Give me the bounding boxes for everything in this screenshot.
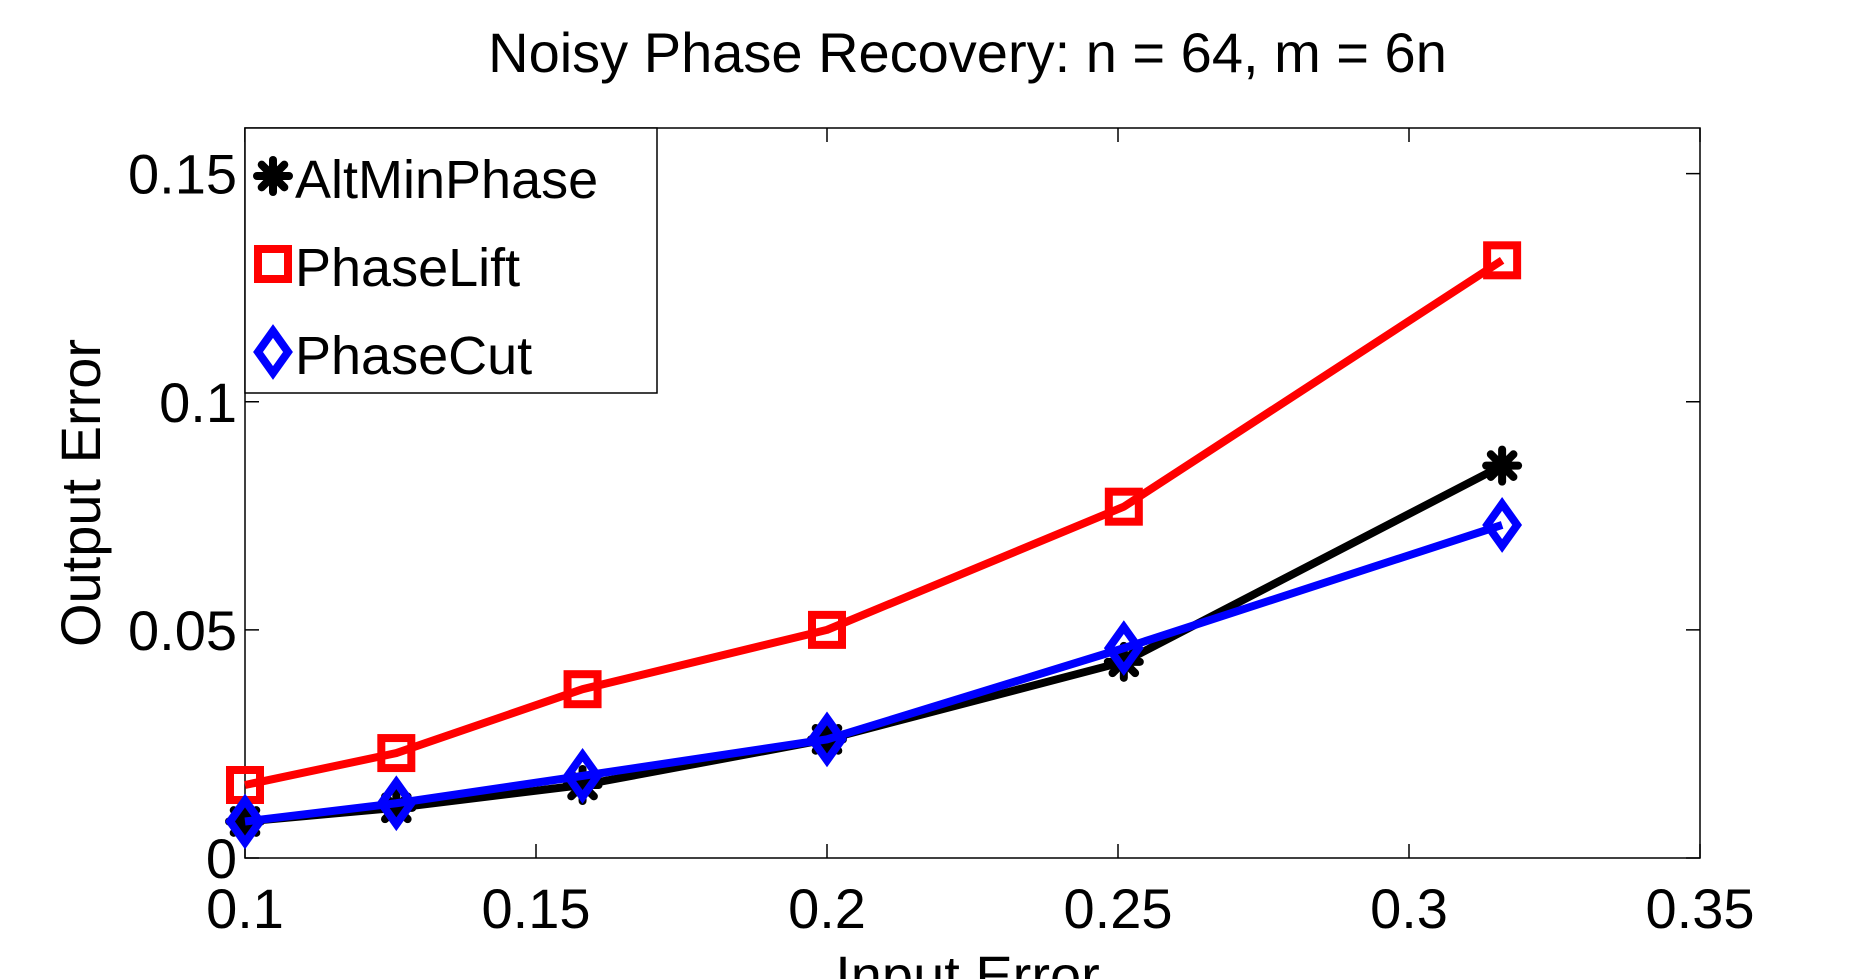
diamond-marker: [562, 747, 603, 804]
diamond-marker: [225, 793, 265, 850]
y-axis-title: Output Error: [49, 339, 112, 647]
x-tick-label: 0.25: [1064, 877, 1173, 940]
chart-title: Noisy Phase Recovery: n = 64, m = 6n: [488, 21, 1447, 84]
data-point-phasecut: [376, 775, 417, 832]
legend-label-phaselift: PhaseLift: [295, 238, 520, 298]
y-tick-label: 0.05: [128, 599, 237, 662]
axes-box: [244, 127, 1701, 859]
data-point-phaselift: [377, 734, 416, 773]
data-point-phasecut: [1482, 497, 1523, 553]
square-marker: [254, 245, 292, 283]
legend-box: [244, 127, 658, 394]
x-tick-label: 0.35: [1646, 877, 1755, 940]
series-line-phasecut: [244, 521, 1504, 826]
legend-label-altminphase: AltMinPhase: [295, 150, 598, 210]
diamond-marker: [1482, 497, 1523, 553]
data-point-phasecut: [1103, 620, 1144, 677]
x-axis-title: Input Error: [835, 944, 1100, 979]
data-point-phaselift: [1483, 241, 1522, 280]
square-marker: [563, 670, 602, 709]
data-point-altminphase: [1482, 445, 1523, 486]
diamond-marker: [1103, 620, 1144, 677]
square-marker: [808, 610, 846, 649]
x-tick-label: 0.2: [788, 877, 866, 940]
diamond-marker: [376, 775, 417, 832]
x-tick-label: 0.3: [1370, 877, 1448, 940]
data-point-phasecut: [562, 747, 603, 804]
data-point-phaselift: [808, 610, 846, 649]
plot-area: 0.1 0.15 0.2 0.25 0.3 0.35 0 0.05 0.1 0.15: [128, 127, 1755, 940]
square-marker: [1104, 487, 1143, 526]
square-marker: [1483, 241, 1522, 280]
data-point-phasecut: [807, 711, 847, 768]
data-point-phaselift: [1104, 487, 1143, 526]
asterisk-stroke: [257, 160, 289, 192]
legend: AltMinPhase PhaseLift PhaseCut: [244, 127, 658, 394]
legend-label-phasecut: PhaseCut: [295, 326, 532, 386]
diamond-marker: [253, 324, 293, 380]
legend-marker-altminphase: [253, 156, 293, 196]
y-tick-label: 0.15: [128, 143, 237, 206]
diamond-marker: [807, 711, 847, 768]
x-tick-label: 0.1: [206, 877, 284, 940]
legend-marker-phaselift: [254, 245, 292, 283]
legend-marker-phasecut: [253, 324, 293, 380]
data-point-phaselift: [563, 670, 602, 709]
y-tick-label: 0.1: [159, 371, 237, 434]
series-line-phaselift: [244, 256, 1505, 789]
x-tick-label: 0.15: [482, 877, 591, 940]
y-tick-label: 0: [206, 827, 237, 890]
square-marker: [377, 734, 416, 773]
asterisk-stroke: [1486, 450, 1518, 481]
data-point-phasecut: [225, 793, 265, 850]
